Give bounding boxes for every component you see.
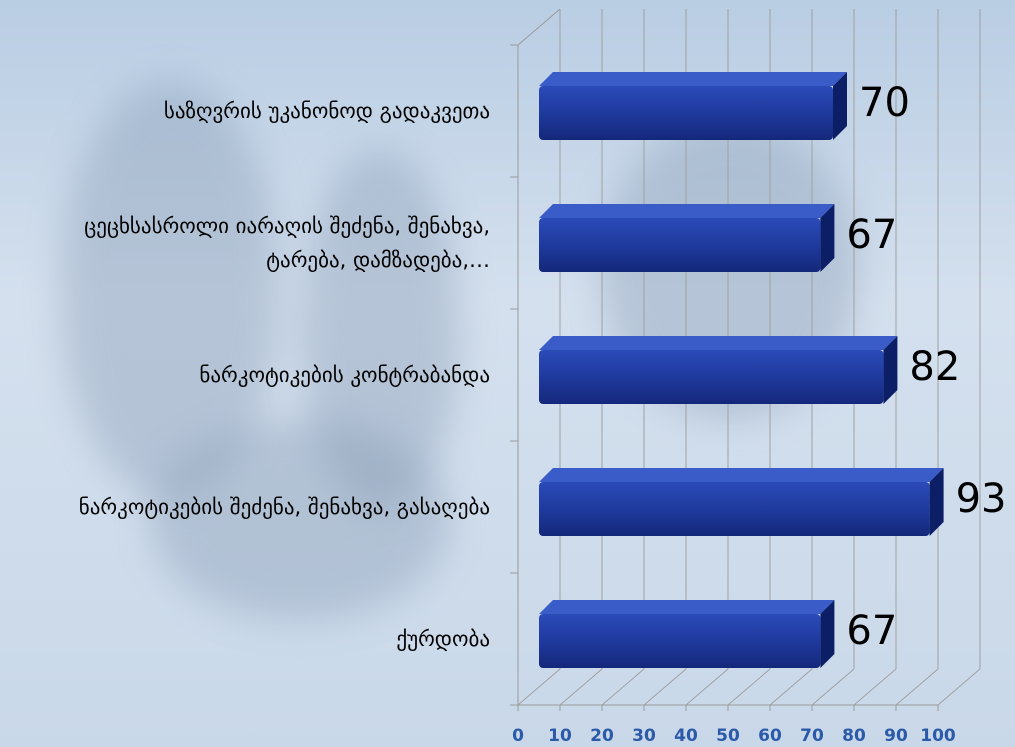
category-label: ცეცხსასროლი იარაღის შეძენა, შენახვა, ტარ… xyxy=(84,214,490,272)
bar-side xyxy=(929,468,944,536)
value-label: 93 xyxy=(956,476,1007,522)
x-tick-label: 20 xyxy=(590,726,614,746)
x-tick-label: 10 xyxy=(548,726,572,746)
bar-side xyxy=(820,600,835,668)
bar-top xyxy=(539,336,898,350)
grid-line xyxy=(727,668,771,706)
bar-side xyxy=(820,204,835,272)
bar-top xyxy=(539,468,944,482)
x-tick-label: 80 xyxy=(842,726,866,746)
x-tick-label: 60 xyxy=(758,726,782,746)
bar-top xyxy=(539,600,835,614)
background-shape xyxy=(150,420,450,620)
x-tick-label: 50 xyxy=(716,726,740,746)
grid-line xyxy=(853,668,897,706)
axis-wall xyxy=(517,8,561,46)
x-tick-label: 90 xyxy=(884,726,908,746)
grid-line xyxy=(517,668,561,706)
x-tick-label: 100 xyxy=(920,726,956,746)
background-shape xyxy=(300,150,460,510)
x-tick-label: 40 xyxy=(674,726,698,746)
x-tick-label: 0 xyxy=(512,726,524,746)
value-label: 70 xyxy=(859,80,910,126)
background-shape xyxy=(60,80,280,500)
category-label: ქურდობა xyxy=(396,627,490,651)
value-label: 67 xyxy=(846,608,897,654)
value-label: 82 xyxy=(909,344,960,390)
grid-line xyxy=(643,668,687,706)
grid-line xyxy=(769,668,813,706)
grid-line xyxy=(685,668,729,706)
category-label: ნარკოტიკების კონტრაბანდა xyxy=(199,363,490,387)
bar xyxy=(539,482,930,536)
category-label: ნარკოტიკების შეძენა, შენახვა, გასაღება xyxy=(78,495,490,519)
value-label: 67 xyxy=(846,212,897,258)
bar-top xyxy=(539,204,835,218)
category-label: საზღვრის უკანონოდ გადაკვეთა xyxy=(163,99,490,123)
bar-side xyxy=(883,336,898,404)
bar-side xyxy=(833,72,847,140)
x-tick-label: 30 xyxy=(632,726,656,746)
grid-line xyxy=(811,668,855,706)
bar-top xyxy=(539,72,847,86)
grid-line xyxy=(601,668,645,706)
bar xyxy=(539,350,884,404)
x-tick-label: 70 xyxy=(800,726,824,746)
grid-line xyxy=(559,668,603,706)
bar xyxy=(539,86,833,140)
grid-line xyxy=(937,668,981,706)
bar xyxy=(539,218,821,272)
grid-line xyxy=(895,668,939,706)
bar xyxy=(539,614,821,668)
